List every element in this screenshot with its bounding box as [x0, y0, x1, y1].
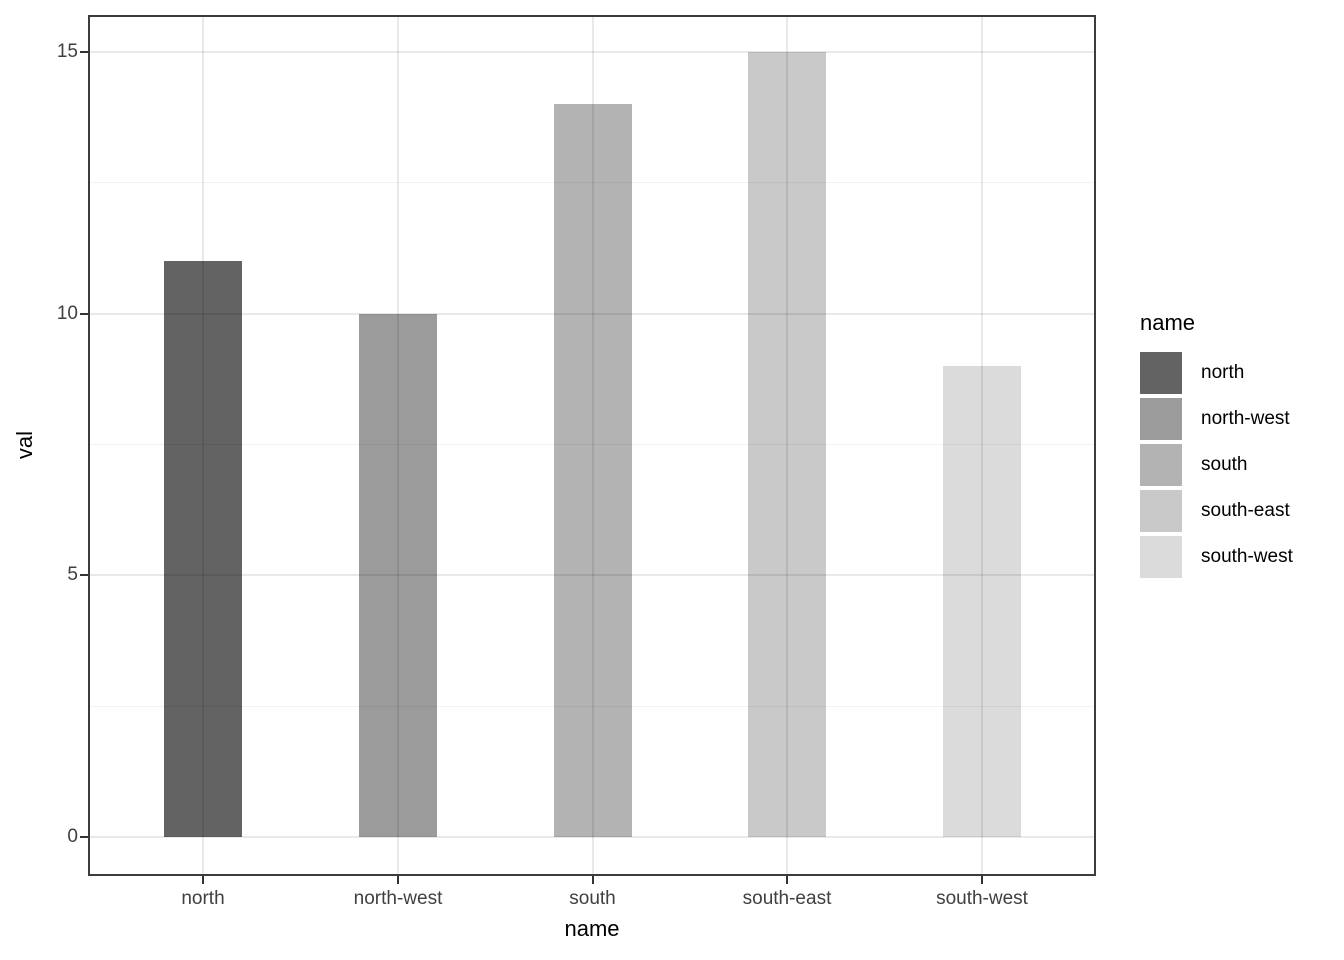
h-gridline-12.5 [90, 182, 1094, 184]
bar-south-east [748, 52, 826, 837]
legend-item-south-west: south-west [1140, 536, 1293, 578]
legend-item-south-east: south-east [1140, 490, 1293, 532]
x-tick-mark-north-west [397, 876, 399, 884]
bar-south [553, 104, 632, 837]
legend-item-north: north [1140, 352, 1293, 394]
plot-panel [88, 15, 1096, 876]
legend-title: name [1140, 310, 1196, 335]
x-tick-mark-south-west [981, 876, 983, 884]
y-tick-mark-10 [80, 312, 88, 315]
legend-label: north-west [1201, 408, 1290, 429]
x-tick-label-south-west: south-west [936, 888, 1028, 909]
v-gridline-south [591, 17, 594, 874]
legend-key-swatch [1140, 398, 1182, 440]
x-tick-label-south: south [569, 888, 616, 909]
bar-north [164, 261, 242, 837]
h-gridline-0 [90, 836, 1094, 838]
y-tick-label-0: 0 [67, 826, 78, 847]
v-gridline-south-east [786, 17, 788, 874]
y-tick-label-10: 10 [56, 302, 78, 324]
x-tick-label-north-west: north-west [353, 888, 443, 909]
legend-label: north [1201, 362, 1245, 383]
y-tick-label-5: 5 [67, 564, 78, 586]
x-tick-label-south-east: south-east [742, 888, 832, 909]
legend-key-swatch [1140, 352, 1182, 394]
y-tick-mark-15 [80, 51, 88, 53]
x-tick-mark-north [202, 876, 204, 884]
v-gridline-north [202, 17, 204, 874]
h-gridline-5 [90, 574, 1094, 577]
x-tick-mark-south-east [786, 876, 788, 884]
y-axis-title: val [12, 430, 37, 460]
legend-item-north-west: north-west [1140, 398, 1293, 440]
h-gridline-7.5 [90, 444, 1094, 445]
legend-item-south: south [1140, 444, 1293, 486]
legend: name north north-west south south-east south… [1140, 310, 1293, 582]
legend-label: south-west [1201, 546, 1293, 567]
legend-key-swatch [1140, 490, 1182, 532]
v-gridline-south-west [981, 17, 983, 874]
bar-north-west [359, 313, 437, 837]
legend-label: south-east [1201, 500, 1290, 521]
x-tick-mark-south [591, 876, 594, 884]
v-gridline-north-west [397, 17, 399, 874]
h-gridline-10 [90, 312, 1094, 315]
legend-label: south [1201, 454, 1248, 475]
y-tick-label-15: 15 [56, 41, 78, 62]
x-axis-title: name [564, 916, 620, 941]
legend-items: north north-west south south-east south-west [1140, 352, 1293, 578]
legend-key-swatch [1140, 444, 1182, 486]
legend-key-swatch [1140, 536, 1182, 578]
bar-south-west [943, 366, 1021, 837]
y-tick-mark-0 [80, 836, 88, 838]
y-tick-mark-5 [80, 574, 88, 577]
x-tick-label-north: north [181, 888, 225, 909]
h-gridline-2.5 [90, 705, 1094, 707]
h-gridline-15 [90, 51, 1094, 53]
